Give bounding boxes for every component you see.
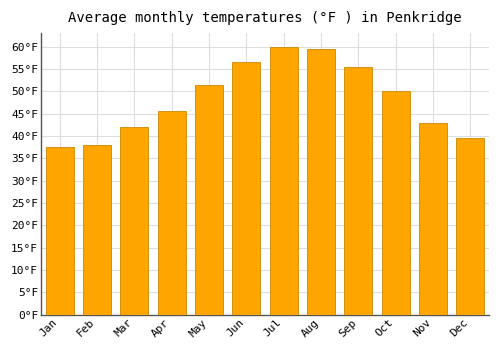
Bar [270,47,297,315]
Bar [195,85,223,315]
Bar [344,67,372,315]
Bar [419,122,447,315]
Bar [120,127,148,315]
Bar [83,145,111,315]
Bar [456,138,484,315]
Bar [158,111,186,315]
Title: Average monthly temperatures (°F ) in Penkridge: Average monthly temperatures (°F ) in Pe… [68,11,462,25]
Bar [46,147,74,315]
Bar [307,49,335,315]
Bar [382,91,409,315]
Bar [232,62,260,315]
